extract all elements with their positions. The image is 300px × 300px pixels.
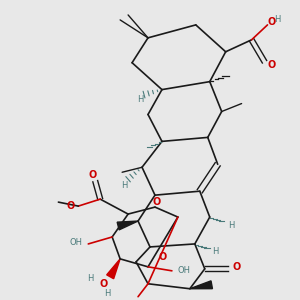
Text: H: H	[274, 15, 281, 24]
Text: O: O	[153, 197, 161, 207]
Polygon shape	[190, 281, 212, 289]
Text: H: H	[104, 289, 110, 298]
Text: OH: OH	[178, 266, 191, 275]
Text: O: O	[99, 279, 107, 289]
Text: O: O	[232, 262, 241, 272]
Text: H: H	[228, 220, 234, 230]
Text: OH: OH	[69, 238, 82, 247]
Text: O: O	[159, 252, 167, 262]
Text: O: O	[88, 170, 96, 180]
Text: H: H	[121, 181, 127, 190]
Text: H: H	[137, 95, 143, 104]
Text: H: H	[87, 274, 93, 283]
Polygon shape	[107, 259, 120, 279]
Text: O: O	[66, 201, 74, 211]
Text: O: O	[268, 17, 276, 27]
Text: O: O	[268, 60, 276, 70]
Text: H: H	[212, 248, 218, 256]
Polygon shape	[117, 221, 138, 230]
